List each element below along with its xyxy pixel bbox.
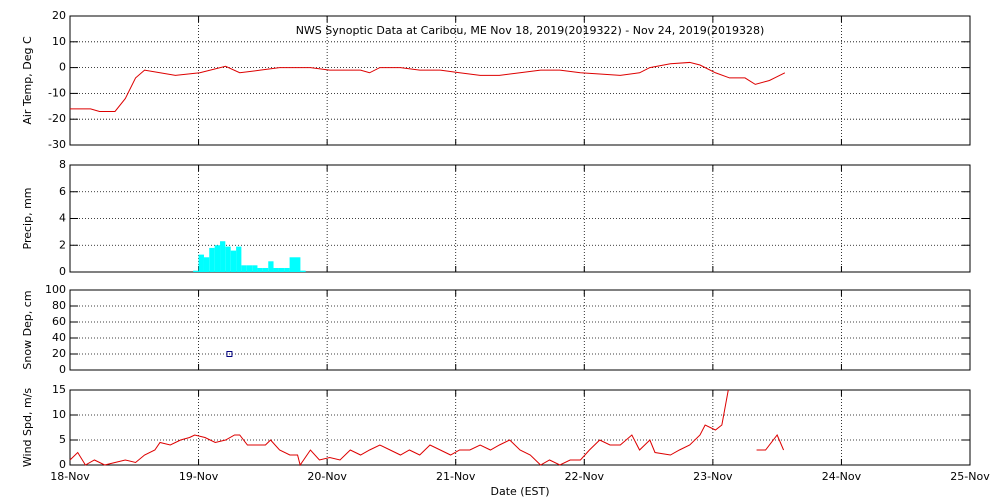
precip-bar: [273, 267, 279, 272]
precip-bar: [198, 254, 204, 272]
y-axis-label: Wind Spd, m/s: [21, 388, 34, 468]
precip-bar: [284, 267, 290, 272]
precip-bar: [214, 245, 221, 272]
plot-frame: [69, 289, 971, 371]
y-tick-label: 80: [52, 299, 66, 312]
precip-bar: [209, 247, 215, 272]
y-tick-label: 20: [52, 9, 66, 22]
x-tick-label: 19-Nov: [179, 470, 219, 483]
precip-bar: [203, 257, 210, 272]
y-axis-label: Air Temp, Deg C: [21, 36, 34, 125]
y-tick-label: -10: [48, 86, 66, 99]
precip-bar: [295, 257, 301, 272]
plot-frame: [69, 389, 971, 466]
precip-bar: [241, 265, 247, 272]
precip-bar: [225, 246, 231, 272]
x-axis-label: Date (EST): [490, 485, 549, 498]
precip-bar: [300, 270, 306, 272]
precip-bar: [289, 257, 295, 272]
data-line: [69, 389, 785, 467]
precip-bar: [257, 267, 263, 272]
y-tick-label: 60: [52, 315, 66, 328]
precip-bar: [220, 241, 226, 272]
x-tick-label: 25-Nov: [950, 470, 990, 483]
y-tick-label: 0: [59, 458, 66, 471]
precip-bar: [246, 265, 253, 272]
precip-bar: [262, 267, 269, 272]
y-tick-label: -30: [48, 138, 66, 151]
precip-bar: [193, 270, 199, 272]
x-tick-label: 24-Nov: [822, 470, 862, 483]
y-tick-label: 6: [59, 185, 66, 198]
data-line: [70, 61, 786, 112]
snow-point: [226, 351, 233, 357]
y-tick-label: -20: [48, 112, 66, 125]
y-axis-label: Precip, mm: [21, 188, 34, 250]
y-tick-label: 4: [59, 212, 66, 225]
x-tick-label: 21-Nov: [436, 470, 476, 483]
precip-bar: [268, 261, 274, 272]
y-tick-label: 0: [59, 363, 66, 376]
y-tick-label: 0: [59, 265, 66, 278]
x-tick-label: 20-Nov: [307, 470, 347, 483]
precip-bar: [252, 265, 258, 272]
precip-bar: [278, 267, 285, 272]
y-tick-label: 2: [59, 238, 66, 251]
x-tick-label: 18-Nov: [50, 470, 90, 483]
y-tick-label: 5: [59, 433, 66, 446]
y-tick-label: 100: [45, 283, 66, 296]
chart-title: NWS Synoptic Data at Caribou, ME Nov 18,…: [296, 24, 765, 37]
y-tick-label: 0: [59, 61, 66, 74]
y-axis-label: Snow Dep, cm: [21, 290, 34, 369]
precip-bar: [230, 250, 237, 272]
y-tick-label: 20: [52, 347, 66, 360]
y-tick-label: 8: [59, 158, 66, 171]
precip-bar: [236, 246, 242, 272]
y-tick-label: 10: [52, 408, 66, 421]
x-tick-label: 23-Nov: [693, 470, 733, 483]
y-tick-label: 10: [52, 35, 66, 48]
x-tick-label: 22-Nov: [565, 470, 605, 483]
y-tick-label: 40: [52, 331, 66, 344]
y-tick-label: 15: [52, 383, 66, 396]
